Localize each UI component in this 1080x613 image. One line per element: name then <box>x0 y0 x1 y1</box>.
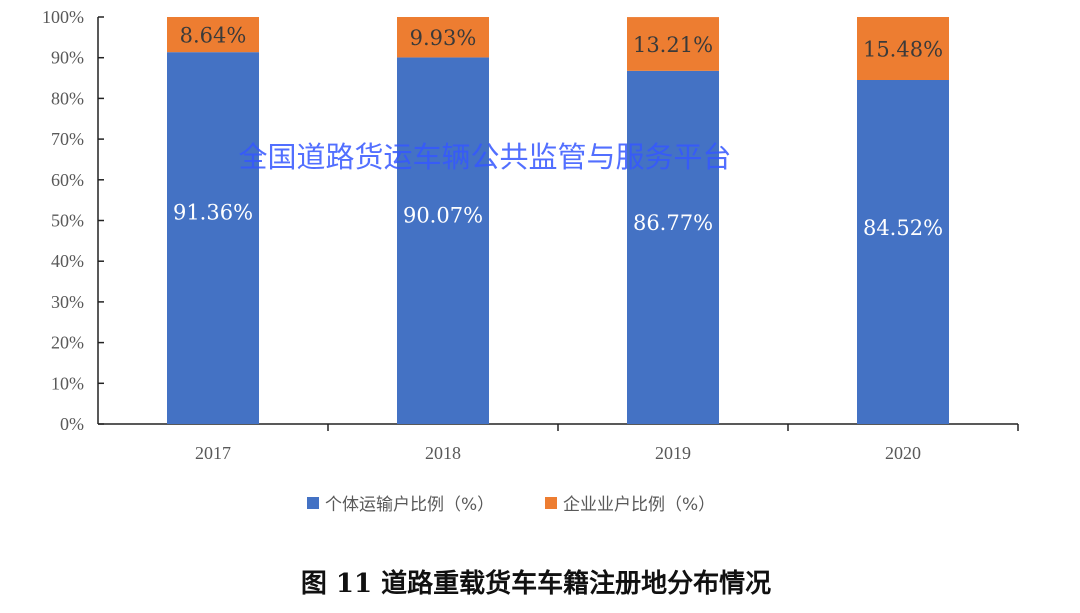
data-label: 90.07% <box>403 203 483 227</box>
bar-segment <box>167 52 259 425</box>
y-tick-label: 80% <box>51 88 84 108</box>
data-label: 8.64% <box>180 24 247 48</box>
y-tick-label: 20% <box>51 333 84 353</box>
x-tick-label: 2017 <box>195 443 231 463</box>
y-tick-label: 30% <box>51 292 84 312</box>
legend-swatch <box>307 497 319 509</box>
watermark: 全国道路货运车辆公共监管与服务平台 <box>238 140 731 174</box>
y-tick-label: 50% <box>51 211 84 231</box>
bar-segment <box>397 57 489 424</box>
y-tick-label: 90% <box>51 48 84 68</box>
bar-segment <box>397 17 489 58</box>
y-tick-label: 70% <box>51 129 84 149</box>
legend-swatch <box>545 497 557 509</box>
y-tick-label: 60% <box>51 170 84 190</box>
data-label: 86.77% <box>633 211 713 235</box>
data-label: 91.36% <box>173 200 253 224</box>
legend-label: 企业业户比例（%） <box>563 495 715 515</box>
bar-segment <box>627 17 719 71</box>
data-label: 9.93% <box>410 26 477 50</box>
chart-title: 图 11 道路重载货车车籍注册地分布情况 <box>301 568 771 599</box>
bar-segment <box>627 70 719 424</box>
y-tick-label: 40% <box>51 251 84 271</box>
data-label: 15.48% <box>863 38 943 62</box>
legend-label: 个体运输户比例（%） <box>325 495 494 515</box>
y-tick-label: 100% <box>42 7 84 27</box>
y-tick-label: 10% <box>51 373 84 393</box>
x-tick-label: 2018 <box>425 443 461 463</box>
x-tick-label: 2019 <box>655 443 691 463</box>
x-tick-label: 2020 <box>885 443 921 463</box>
bar-segment <box>857 17 949 81</box>
data-label: 13.21% <box>633 33 713 57</box>
data-label: 84.52% <box>863 216 943 240</box>
bar-segment <box>857 80 949 424</box>
bar-segment <box>167 17 259 53</box>
y-tick-label: 0% <box>60 414 84 434</box>
